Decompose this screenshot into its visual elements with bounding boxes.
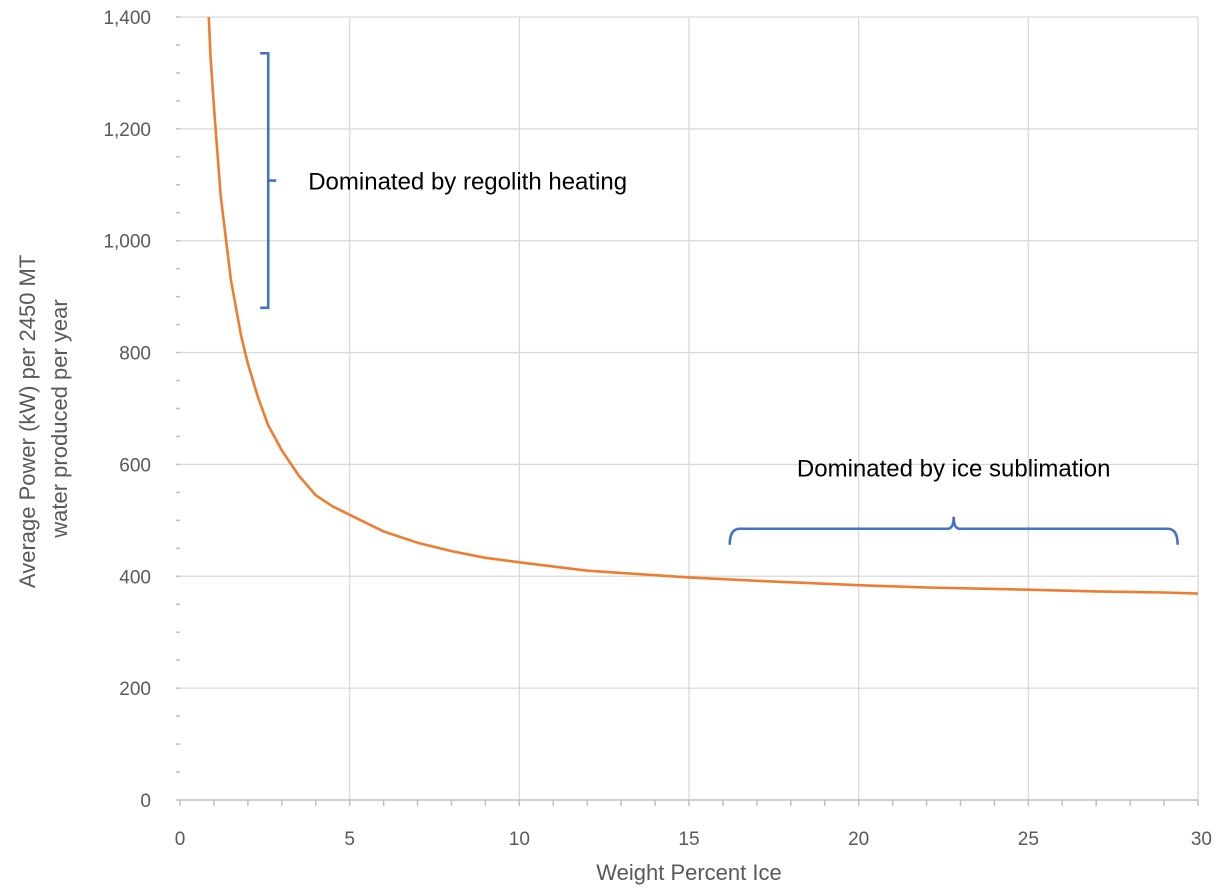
- ice-sublimation-annotation: Dominated by ice sublimation: [797, 456, 1111, 483]
- y-tick-label: 200: [119, 679, 151, 700]
- x-tick-label: 0: [175, 829, 186, 850]
- y-tick-labels: 0 200 400 600 800 1,000 1,200 1,400: [103, 8, 151, 812]
- y-tick-label: 1,200: [103, 120, 151, 141]
- ice-sublimation-bracket: [728, 516, 1179, 545]
- y-tick-label: 0: [140, 791, 151, 812]
- y-axis-label-line-1: Average Power (kW) per 2450 MT: [15, 255, 40, 588]
- regolith-heating-bracket: [260, 52, 277, 310]
- series-line: [207, 16, 1199, 595]
- x-tick-label: 10: [509, 829, 530, 850]
- y-tick-label: 1,400: [103, 8, 151, 29]
- y-tick-label: 600: [119, 455, 151, 476]
- x-tick-label: 20: [848, 829, 869, 850]
- y-tick-label: 800: [119, 344, 151, 365]
- vertical-gridlines: [349, 17, 1199, 800]
- x-tick-label: 15: [678, 829, 699, 850]
- y-axis-label: Average Power (kW) per 2450 MT water pro…: [15, 249, 72, 588]
- regolith-heating-annotation: Dominated by regolith heating: [308, 169, 627, 196]
- y-tick-label: 400: [119, 567, 151, 588]
- y-tick-label: 1,000: [103, 232, 151, 253]
- x-tick-label: 25: [1018, 829, 1039, 850]
- x-minor-ticks: [176, 16, 1199, 806]
- y-axis-label-line-2: water produced per year: [47, 299, 72, 538]
- x-tick-label: 30: [1191, 829, 1212, 850]
- x-tick-labels: 0 5 10 15 20 25 30: [175, 829, 1212, 850]
- x-axis-label: Weight Percent Ice: [596, 860, 781, 885]
- x-tick-label: 5: [344, 829, 355, 850]
- horizontal-gridlines: [180, 16, 1198, 689]
